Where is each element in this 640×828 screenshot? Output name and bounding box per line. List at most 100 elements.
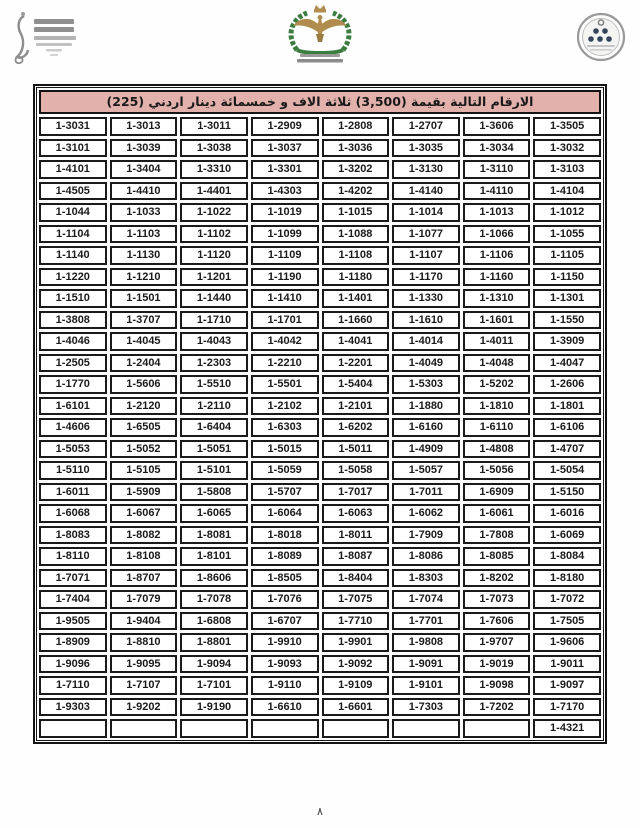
table-cell: 1-9094 <box>180 654 248 673</box>
table-cell <box>180 719 248 738</box>
table-cell: 1-3404 <box>109 160 178 179</box>
table-cell: 1-2120 <box>109 396 178 415</box>
table-cell: 1-7110 <box>39 676 107 695</box>
table-cell: 1-7017 <box>321 482 390 501</box>
table-cell: 1-4321 <box>533 719 601 738</box>
table-cell: 1-7303 <box>392 697 460 716</box>
table-cell: 1-3034 <box>462 138 531 157</box>
table-cell: 1-6016 <box>533 504 601 523</box>
numbers-grid: 1-3031 1-3013 1-3011 1-2909 1-2808 1-2707 1-36… <box>39 117 601 738</box>
table-cell: 1-7710 <box>321 611 390 630</box>
table-cell: 1-1099 <box>250 224 319 243</box>
table-cell: 1-9097 <box>533 676 601 695</box>
table-cell: 1-8085 <box>462 547 531 566</box>
table-cell: 1-8084 <box>533 547 601 566</box>
table-cell: 1-9190 <box>180 697 248 716</box>
table-cell: 1-1601 <box>462 310 531 329</box>
table-cell: 1-3130 <box>392 160 460 179</box>
table-cell: 1-2303 <box>180 353 248 372</box>
table-cell: 1-7701 <box>392 611 460 630</box>
table-cell: 1-7075 <box>321 590 390 609</box>
table-cell: 1-6303 <box>250 418 319 437</box>
table-cell: 1-1440 <box>180 289 248 308</box>
table-cell: 1-1770 <box>39 375 107 394</box>
table-cell: 1-3202 <box>321 160 390 179</box>
table-cell: 1-1180 <box>321 267 390 286</box>
table-cell: 1-3505 <box>533 117 601 136</box>
table-cell: 1-5058 <box>321 461 390 480</box>
table-cell: 1-6909 <box>462 482 531 501</box>
table-cell: 1-3013 <box>109 117 178 136</box>
table-cell <box>321 719 390 738</box>
table-cell: 1-5056 <box>462 461 531 480</box>
table-cell: 1-4048 <box>462 353 531 372</box>
table-cell: 1-1107 <box>392 246 460 265</box>
table-cell: 1-4042 <box>250 332 319 351</box>
table-cell: 1-1501 <box>109 289 178 308</box>
table-cell: 1-8707 <box>109 568 178 587</box>
table-cell: 1-5015 <box>250 439 319 458</box>
table-cell: 1-9707 <box>462 633 531 652</box>
table-cell: 1-1077 <box>392 224 460 243</box>
table-cell: 1-3031 <box>39 117 107 136</box>
table-cell: 1-8018 <box>250 525 319 544</box>
table-cell: 1-9101 <box>392 676 460 695</box>
table-cell: 1-1310 <box>462 289 531 308</box>
table-cell: 1-1102 <box>180 224 248 243</box>
security-directorate-emblem-icon <box>281 4 359 72</box>
table-cell: 1-4202 <box>321 181 390 200</box>
table-cell: 1-1710 <box>180 310 248 329</box>
table-cell: 1-2101 <box>321 396 390 415</box>
table-cell: 1-5606 <box>109 375 178 394</box>
table-cell: 1-5059 <box>250 461 319 480</box>
table-cell: 1-5501 <box>250 375 319 394</box>
table-cell: 1-7505 <box>533 611 601 630</box>
table-cell: 1-3909 <box>533 332 601 351</box>
numbers-table: الارقام التالية بقيمة (3,500) ثلاثة الاف… <box>33 84 607 744</box>
table-cell: 1-8801 <box>180 633 248 652</box>
table-cell: 1-1109 <box>250 246 319 265</box>
table-cell: 1-8202 <box>462 568 531 587</box>
table-cell: 1-9606 <box>533 633 601 652</box>
table-cell: 1-4110 <box>462 181 531 200</box>
table-cell: 1-6011 <box>39 482 107 501</box>
table-cell: 1-8810 <box>109 633 178 652</box>
table-cell: 1-7170 <box>533 697 601 716</box>
table-cell: 1-4303 <box>250 181 319 200</box>
table-cell: 1-2110 <box>180 396 248 415</box>
table-cell: 1-4101 <box>39 160 107 179</box>
table-cell: 1-5202 <box>462 375 531 394</box>
table-cell: 1-7076 <box>250 590 319 609</box>
table-cell: 1-9110 <box>250 676 319 695</box>
table-cell: 1-1160 <box>462 267 531 286</box>
table-cell: 1-8101 <box>180 547 248 566</box>
table-cell: 1-3110 <box>462 160 531 179</box>
table-cell: 1-1108 <box>321 246 390 265</box>
table-cell: 1-8086 <box>392 547 460 566</box>
table-cell: 1-9095 <box>109 654 178 673</box>
table-cell: 1-4606 <box>39 418 107 437</box>
table-cell: 1-4014 <box>392 332 460 351</box>
table-cell: 1-3301 <box>250 160 319 179</box>
table-cell: 1-8606 <box>180 568 248 587</box>
table-cell: 1-7073 <box>462 590 531 609</box>
table-cell: 1-9404 <box>109 611 178 630</box>
table-cell: 1-5054 <box>533 461 601 480</box>
table-cell: 1-1301 <box>533 289 601 308</box>
table-cell: 1-1088 <box>321 224 390 243</box>
table-cell: 1-6106 <box>533 418 601 437</box>
table-cell: 1-5303 <box>392 375 460 394</box>
table-cell: 1-1550 <box>533 310 601 329</box>
table-cell: 1-2808 <box>321 117 390 136</box>
table-cell: 1-7072 <box>533 590 601 609</box>
table-cell: 1-1150 <box>533 267 601 286</box>
table-cell: 1-9303 <box>39 697 107 716</box>
table-cell: 1-6505 <box>109 418 178 437</box>
table-cell: 1-7011 <box>392 482 460 501</box>
table-cell: 1-1201 <box>180 267 248 286</box>
table-cell: 1-4046 <box>39 332 107 351</box>
table-cell: 1-6061 <box>462 504 531 523</box>
table-cell: 1-5150 <box>533 482 601 501</box>
table-cell: 1-3707 <box>109 310 178 329</box>
table-cell: 1-6601 <box>321 697 390 716</box>
